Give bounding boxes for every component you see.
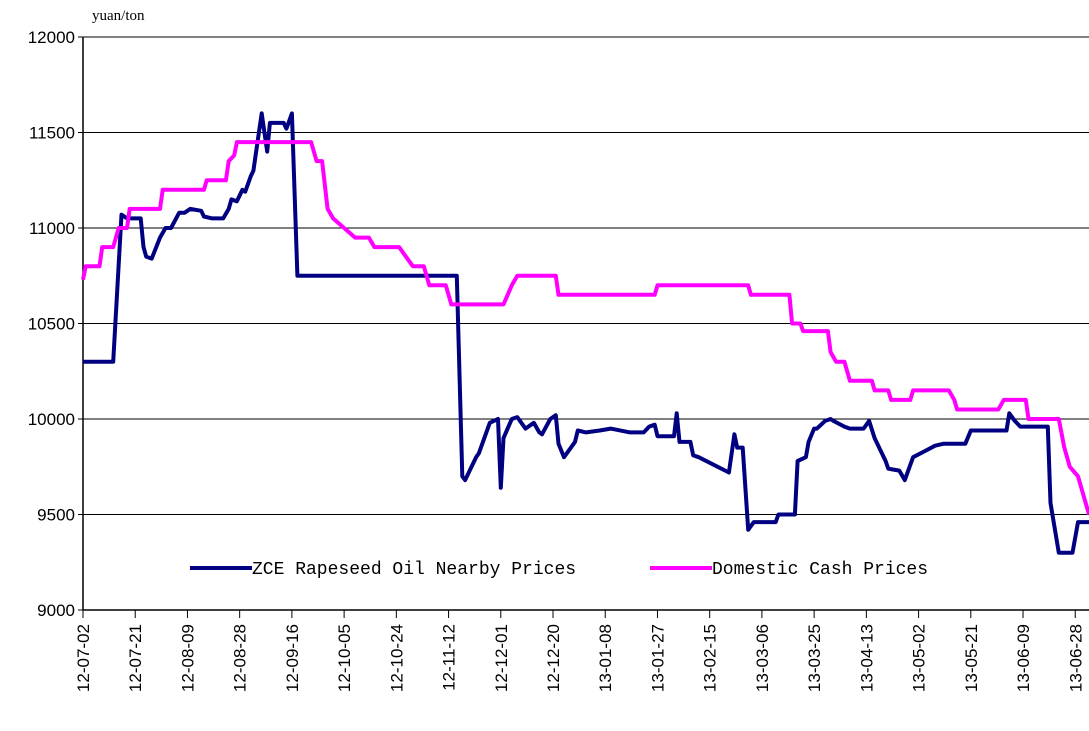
x-tick-label: 13-05-21 [962,624,981,692]
y-tick-label: 11000 [29,219,75,238]
x-tick-label: 13-02-15 [701,624,720,692]
y-axis-unit: yuan/ton [92,8,145,24]
y-tick-label: 10500 [28,315,75,334]
x-tick-label: 12-09-16 [283,624,302,692]
x-tick-label: 12-12-01 [492,624,511,692]
x-tick-label: 12-10-05 [335,624,354,692]
x-tick-label: 12-12-20 [544,624,563,692]
x-tick-label: 12-07-02 [74,624,93,692]
y-tick-label: 10000 [28,410,75,429]
x-tick-label: 13-01-27 [648,624,667,692]
x-tick-label: 12-08-09 [178,624,197,692]
x-tick-label: 13-03-25 [805,624,824,692]
legend-label: Domestic Cash Prices [712,560,928,580]
x-tick-label: 12-08-28 [231,624,250,692]
x-tick-label: 13-06-28 [1066,624,1085,692]
x-tick-label: 13-06-09 [1014,624,1033,692]
x-tick-label: 13-01-08 [596,624,615,692]
y-tick-label: 12000 [28,28,75,47]
x-tick-label: 13-05-02 [910,624,929,692]
legend-label: ZCE Rapeseed Oil Nearby Prices [252,560,576,580]
x-tick-label: 12-10-24 [387,624,406,692]
x-tick-label: 13-03-06 [753,624,772,692]
data-line [81,140,1089,516]
y-tick-label: 9000 [37,601,75,620]
y-tick-label: 9500 [37,506,75,525]
x-tick-label: 13-04-13 [857,624,876,692]
x-tick-label: 12-11-12 [440,624,459,691]
data-line [83,111,1089,555]
y-tick-label: 11500 [29,124,75,143]
x-tick-label: 12-07-21 [126,624,145,692]
